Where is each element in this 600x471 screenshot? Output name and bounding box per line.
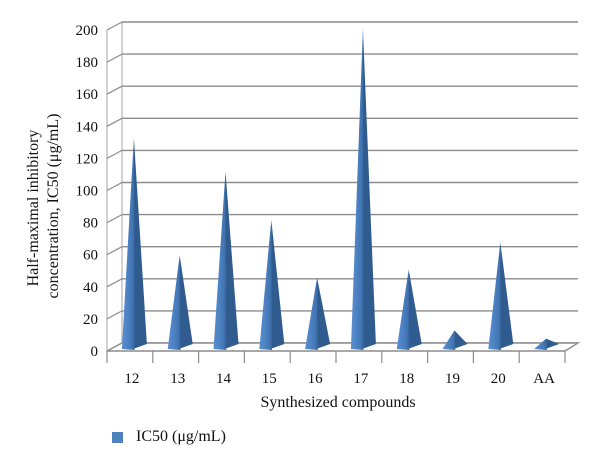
side-wall-line-160 (106, 85, 123, 95)
y-tick-label-20: 20 (83, 312, 98, 328)
cone-front-face (305, 277, 318, 350)
cone-edge-face (132, 137, 135, 350)
x-tick-label-15: 15 (262, 371, 277, 387)
cone-13 (167, 255, 193, 350)
cone-edge-face (407, 269, 410, 350)
cone-edge-face (453, 330, 456, 350)
side-wall-line-200 (106, 21, 123, 31)
cone-front-face (396, 269, 410, 350)
cone-front-face (213, 171, 227, 350)
y-tick-label-40: 40 (83, 280, 98, 296)
y-tick-label-60: 60 (83, 248, 98, 264)
side-wall-line-140 (106, 117, 123, 127)
y-tick-label-100: 100 (76, 184, 99, 200)
y-tick-label-180: 180 (76, 55, 99, 71)
cone-16 (305, 277, 331, 350)
cone-edge-face (316, 277, 318, 350)
y-tick-label-0: 0 (91, 344, 99, 360)
y-axis-title: Half-maximal inhibitory concentration, I… (25, 114, 62, 299)
cone-AA (534, 338, 560, 350)
y-tick-label-160: 160 (76, 87, 99, 103)
x-axis-title: Synthesized compounds (260, 394, 415, 411)
cones (121, 28, 560, 351)
y-axis-title-line-2: concentration, IC50 (μg/mL) (45, 114, 62, 299)
side-wall-line-40 (106, 278, 123, 288)
x-tick-label-13: 13 (170, 371, 185, 387)
side-wall-line-180 (106, 53, 123, 63)
y-tick-label-80: 80 (83, 216, 98, 232)
y-tick-label-200: 200 (76, 23, 99, 39)
cone-17 (350, 28, 376, 351)
cone-edge-face (224, 171, 227, 350)
x-tick-label-AA: AA (533, 371, 555, 387)
cone-front-face (259, 219, 272, 350)
y-tick-label-140: 140 (76, 119, 99, 135)
cone-front-face (167, 255, 181, 350)
cone-side-face (224, 171, 239, 349)
x-tick-label-14: 14 (216, 371, 232, 387)
cone-edge-face (545, 338, 547, 350)
cone-front-face (534, 338, 547, 350)
x-tick-label-12: 12 (124, 371, 139, 387)
cone-edge-face (270, 219, 272, 350)
y-axis-ticks: 0 20 40 60 80 100 120 140 160 180 200 (76, 23, 99, 360)
cone-side-face (132, 137, 147, 349)
x-tick-label-20: 20 (491, 371, 506, 387)
cone-19 (442, 330, 468, 350)
cone-15 (259, 219, 285, 350)
x-tick-label-18: 18 (399, 371, 414, 387)
cone-side-face (361, 28, 376, 350)
cone-side-face (499, 242, 514, 349)
cone-front-face (488, 242, 501, 350)
cone-20 (488, 242, 514, 350)
x-tick-label-19: 19 (445, 371, 460, 387)
legend-label: IC50 (μg/mL) (136, 428, 226, 445)
cone-12 (121, 137, 147, 350)
cone-side-face (545, 338, 560, 349)
cone-side-face (178, 255, 193, 349)
cone-edge-face (361, 28, 364, 351)
cone-edge-face (499, 242, 501, 350)
side-wall-line-20 (106, 310, 123, 320)
cone-front-face (350, 28, 364, 351)
y-tick-label-120: 120 (76, 151, 99, 167)
side-wall-line-80 (106, 214, 123, 224)
cone-front-face (121, 137, 135, 350)
y-axis-title-line-1: Half-maximal inhibitory (25, 130, 42, 287)
side-wall-line-100 (106, 181, 123, 192)
cone-side-face (453, 330, 468, 349)
x-axis-ticks: 12 13 14 15 16 17 18 19 20 AA (106, 351, 566, 387)
side-wall-line-60 (106, 246, 123, 256)
x-tick-label-17: 17 (353, 371, 369, 387)
x-tick-label-16: 16 (308, 371, 324, 387)
legend: IC50 (μg/mL) (112, 428, 226, 446)
cone-front-face (442, 330, 456, 350)
legend-swatch (112, 431, 123, 443)
cone-side-face (316, 277, 331, 349)
cone-side-face (270, 219, 285, 349)
cone-side-face (407, 269, 422, 349)
cone-edge-face (178, 255, 181, 350)
cone-18 (396, 269, 422, 350)
side-wall-line-120 (106, 149, 123, 159)
cone-14 (213, 171, 239, 350)
